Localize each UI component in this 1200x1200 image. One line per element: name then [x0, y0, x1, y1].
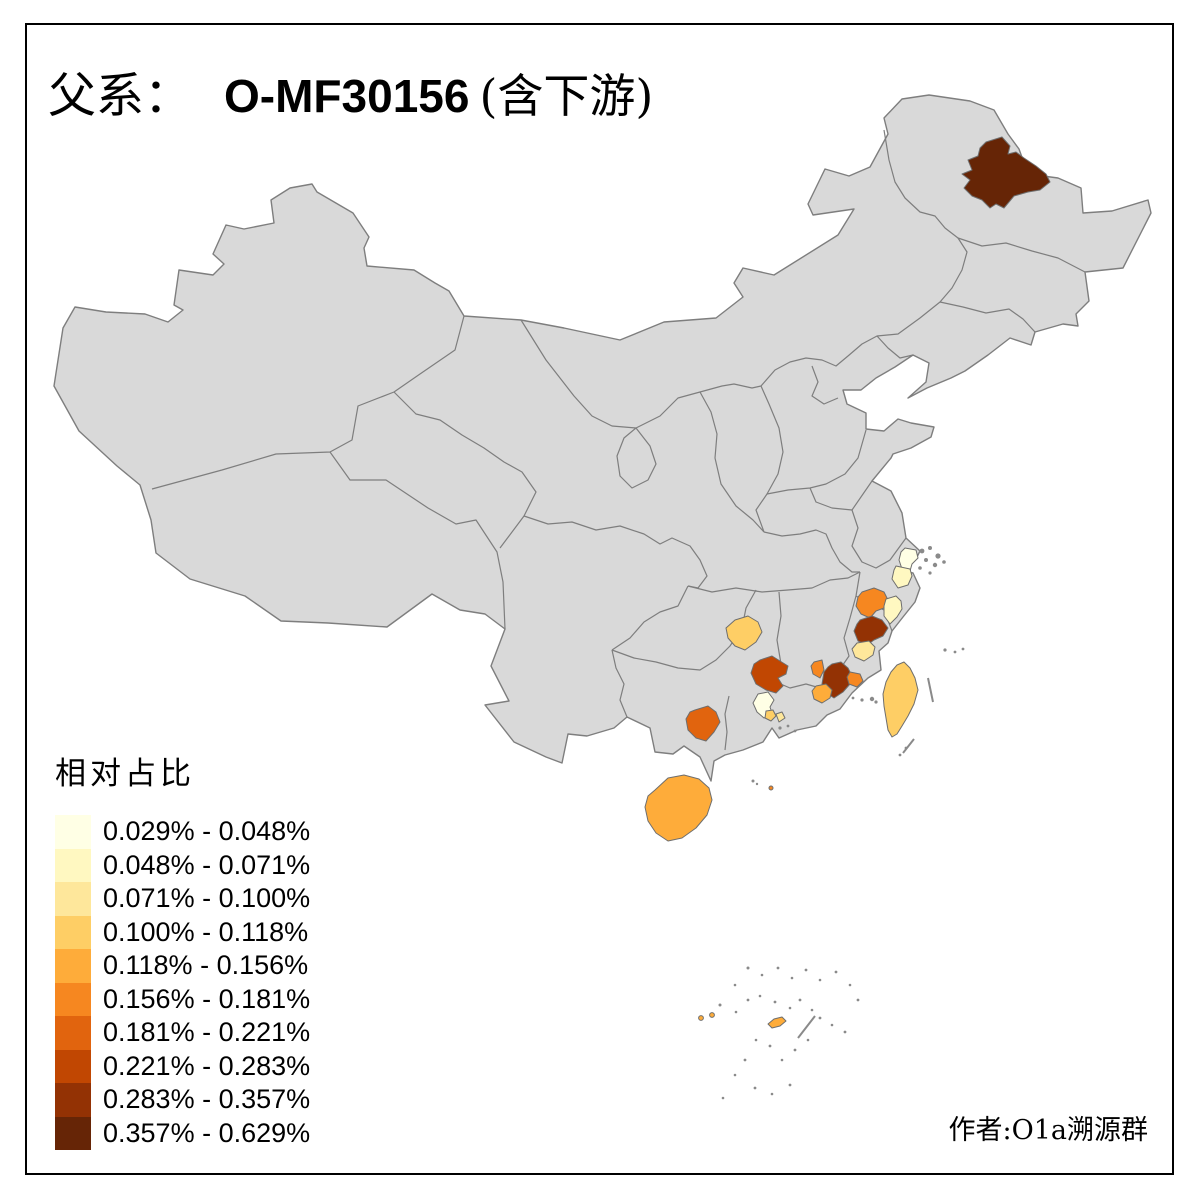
region-south-sea-islet-d — [768, 785, 774, 791]
legend-title: 相对占比 — [55, 756, 195, 792]
legend-swatch — [55, 982, 91, 1016]
region-west-fujian — [810, 659, 825, 679]
legend-bin-label: 0.118% - 0.156% — [103, 950, 309, 980]
region-pearl-delta-a — [764, 709, 777, 722]
data-regions — [644, 136, 1051, 1029]
region-xiamen — [846, 671, 864, 688]
legend-bin-row: 0.029% - 0.048% — [55, 815, 310, 849]
page-title: 父系： O-MF30156 (含下游) — [48, 56, 653, 126]
legend-swatch — [55, 848, 91, 882]
legend-swatch — [55, 1016, 91, 1050]
region-heihe — [961, 136, 1051, 209]
legend-bin-row: 0.156% - 0.181% — [55, 982, 311, 1016]
legend-bin-label: 0.156% - 0.181% — [103, 983, 311, 1014]
minor-islands — [718, 546, 965, 1100]
region-wenzhou — [855, 587, 889, 619]
region-south-sea-islet-b — [698, 1015, 704, 1021]
region-taizhou — [883, 595, 903, 625]
title-haplogroup: O-MF30156 — [224, 70, 470, 122]
boundary-dashes — [797, 677, 934, 1039]
region-zhangzhou — [811, 683, 833, 704]
legend-bin-label: 0.357% - 0.629% — [103, 1117, 311, 1148]
legend-bin-row: 0.221% - 0.283% — [55, 1049, 311, 1083]
legend-swatch — [55, 815, 91, 849]
legend-swatch — [55, 882, 91, 916]
figure-frame — [25, 23, 1174, 1175]
legend-bin-row: 0.048% - 0.071% — [55, 848, 311, 882]
legend-bin-row: 0.071% - 0.100% — [55, 882, 310, 916]
region-fuzhou — [851, 640, 876, 662]
region-pearl-delta-b — [775, 711, 786, 723]
legend-bin-label: 0.221% - 0.283% — [103, 1050, 311, 1081]
legend-swatch — [55, 1116, 91, 1150]
legend-bin-row: 0.100% - 0.118% — [55, 915, 310, 949]
region-taiwan — [882, 661, 919, 738]
legend-swatch — [55, 949, 91, 983]
province-boundaries — [151, 129, 1086, 751]
legend-bin-label: 0.048% - 0.071% — [103, 849, 311, 880]
region-south-sea-islet-c — [709, 1012, 715, 1018]
legend-rows: 0.029% - 0.048% 0.048% - 0.071% 0.071% - 0… — [55, 815, 310, 1150]
legend-swatch — [55, 915, 91, 949]
legend-bin-row: 0.283% - 0.357% — [55, 1083, 310, 1117]
region-nanning — [685, 705, 721, 742]
legend-bin-label: 0.100% - 0.118% — [103, 916, 309, 947]
region-hangzhou-bay-south — [891, 565, 913, 589]
title-suffix: (含下游) — [479, 69, 654, 123]
region-guilin — [750, 655, 789, 694]
legend: 相对占比 0.029% - 0.048% 0.048% - 0.071% 0.071… — [55, 748, 310, 1150]
legend-bin-label: 0.029% - 0.048% — [103, 816, 311, 846]
legend-bin-label: 0.283% - 0.357% — [103, 1084, 311, 1114]
legend-bin-label: 0.071% - 0.100% — [103, 883, 311, 913]
legend-bin-row: 0.118% - 0.156% — [55, 949, 310, 983]
legend-bin-row: 0.181% - 0.221% — [55, 1016, 310, 1050]
title-prefix: 父系： — [48, 68, 193, 124]
attribution-text: 作者:O1a溯源群 — [948, 1115, 1148, 1146]
region-south-sea-islet-a — [767, 1016, 787, 1029]
legend-swatch — [55, 1049, 91, 1083]
region-ningde — [853, 615, 889, 646]
legend-bin-label: 0.181% - 0.221% — [103, 1017, 311, 1047]
region-qiandongnan — [725, 615, 763, 651]
legend-swatch — [55, 1083, 91, 1117]
region-hainan — [644, 774, 713, 842]
legend-bin-row: 0.357% - 0.629% — [55, 1116, 311, 1150]
